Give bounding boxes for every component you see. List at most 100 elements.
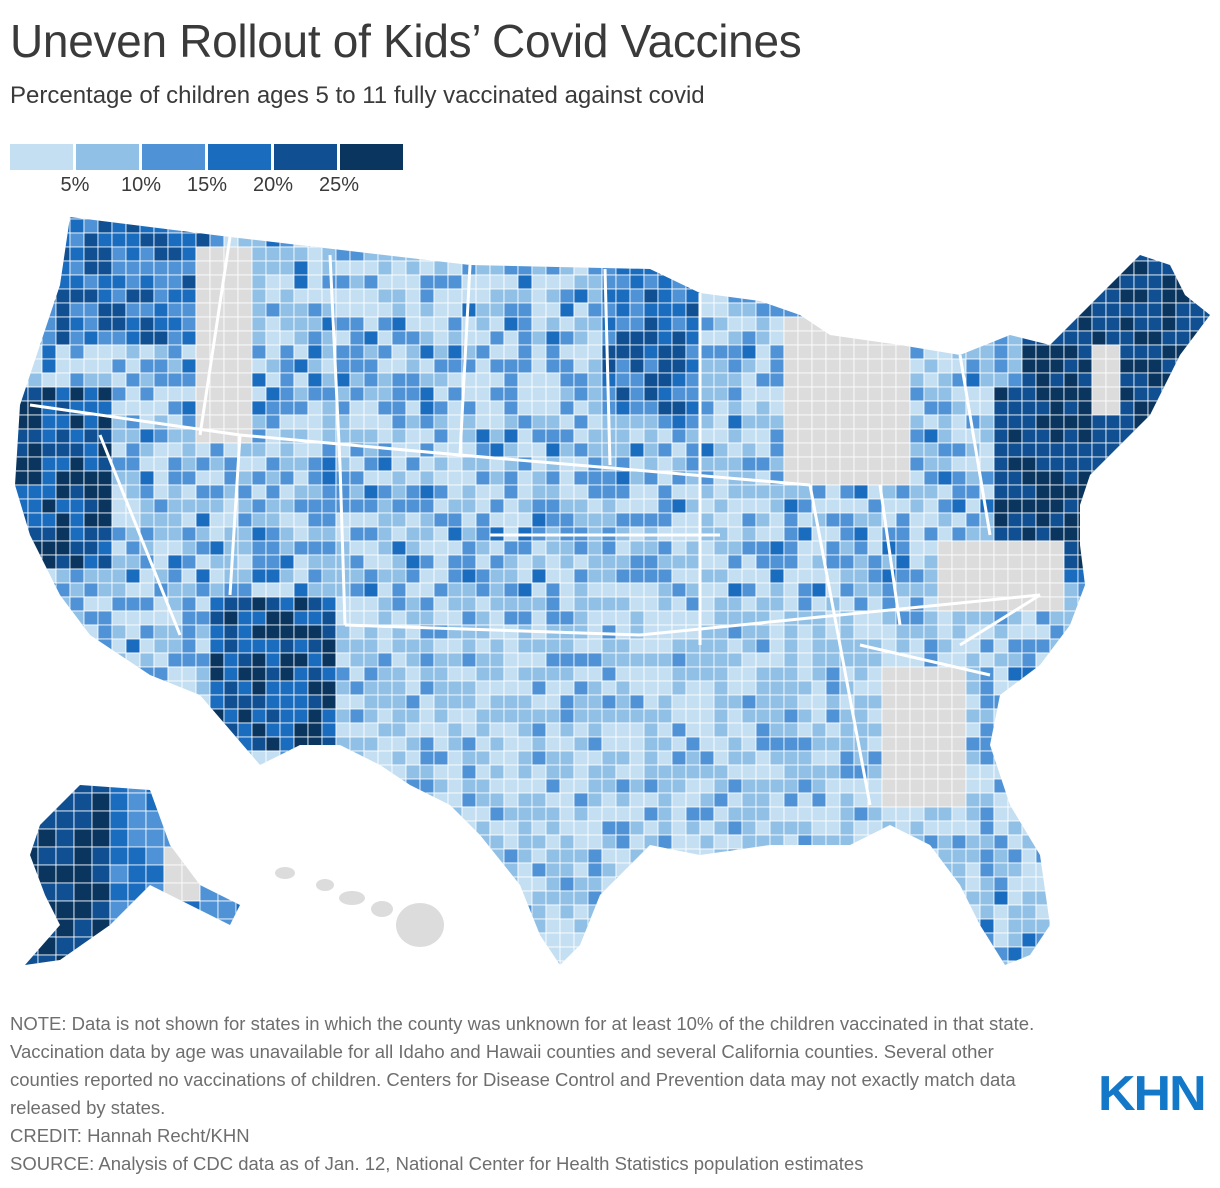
county-cell [1133, 890, 1149, 906]
county-cell [377, 526, 393, 542]
alaska-borough-cell [217, 785, 237, 794]
county-cell [1175, 568, 1191, 584]
county-cell [769, 806, 785, 822]
county-cell [1203, 890, 1210, 906]
county-cell [685, 932, 701, 948]
county-cell [461, 232, 477, 248]
county-cell [1035, 946, 1051, 962]
county-cell [797, 540, 813, 556]
county-cell [741, 386, 757, 402]
county-cell [839, 414, 855, 430]
county-cell [1063, 792, 1079, 808]
county-cell [69, 428, 85, 444]
county-cell [321, 722, 337, 738]
county-cell [83, 260, 99, 276]
county-cell [237, 330, 253, 346]
county-cell [825, 372, 841, 388]
county-cell [1119, 834, 1135, 850]
county-cell [713, 540, 729, 556]
county-cell [937, 820, 953, 836]
county-cell [895, 316, 911, 332]
county-cell [531, 848, 547, 864]
county-cell [391, 386, 407, 402]
county-cell [139, 694, 155, 710]
county-cell [517, 386, 533, 402]
alaska-borough-cell [73, 846, 93, 866]
county-cell [0, 331, 14, 345]
county-cell [503, 582, 519, 598]
county-cell [223, 722, 239, 738]
alaska-borough-cell [91, 900, 111, 920]
county-cell [825, 217, 841, 220]
county-cell [265, 848, 281, 864]
county-cell [853, 708, 869, 724]
county-cell [629, 260, 645, 276]
county-cell [125, 246, 141, 262]
county-cell [69, 288, 85, 304]
county-cell [517, 218, 533, 234]
county-cell [559, 904, 575, 920]
county-cell [601, 848, 617, 864]
county-cell [503, 806, 519, 822]
county-cell [1007, 834, 1023, 850]
county-cell [867, 904, 883, 920]
county-cell [335, 217, 351, 220]
county-cell [111, 526, 127, 542]
county-cell [195, 792, 211, 808]
county-cell [853, 904, 869, 920]
county-cell [265, 890, 281, 906]
county-cell [0, 751, 14, 765]
county-cell [517, 330, 533, 346]
county-cell [125, 260, 141, 276]
county-cell [839, 932, 855, 948]
county-cell [433, 498, 449, 514]
county-cell [839, 862, 855, 878]
state-border [458, 264, 472, 456]
county-cell [979, 246, 995, 262]
county-cell [475, 274, 491, 290]
county-cell [783, 217, 799, 220]
county-cell [69, 512, 85, 528]
county-cell [545, 554, 561, 570]
county-cell [181, 582, 197, 598]
county-cell [125, 484, 141, 500]
county-cell [867, 652, 883, 668]
county-cell [209, 232, 225, 248]
county-cell [167, 960, 183, 965]
county-cell [1035, 736, 1051, 752]
county-cell [1091, 288, 1107, 304]
county-cell [951, 217, 967, 220]
county-cell [853, 456, 869, 472]
county-cell [1091, 708, 1107, 724]
county-cell [909, 372, 925, 388]
county-cell [475, 582, 491, 598]
county-cell [853, 512, 869, 528]
county-cell [1049, 217, 1065, 220]
county-cell [643, 694, 659, 710]
county-cell [489, 330, 505, 346]
county-cell [713, 484, 729, 500]
county-cell [685, 750, 701, 766]
county-cell [223, 792, 239, 808]
county-cell [97, 288, 113, 304]
county-cell [251, 470, 267, 486]
county-cell [587, 217, 603, 220]
county-cell [769, 834, 785, 850]
county-cell [293, 610, 309, 626]
county-cell [559, 246, 575, 262]
county-cell [181, 498, 197, 514]
county-cell [139, 736, 155, 752]
county-cell [377, 876, 393, 892]
county-cell [993, 820, 1009, 836]
county-cell [1021, 778, 1037, 794]
county-cell [825, 442, 841, 458]
county-cell [755, 386, 771, 402]
county-cell [1091, 217, 1107, 220]
alaska-borough-cell [127, 828, 147, 848]
county-cell [1091, 778, 1107, 794]
county-cell [741, 834, 757, 850]
county-cell [769, 792, 785, 808]
county-cell [559, 750, 575, 766]
county-cell [419, 778, 435, 794]
county-cell [727, 218, 743, 234]
